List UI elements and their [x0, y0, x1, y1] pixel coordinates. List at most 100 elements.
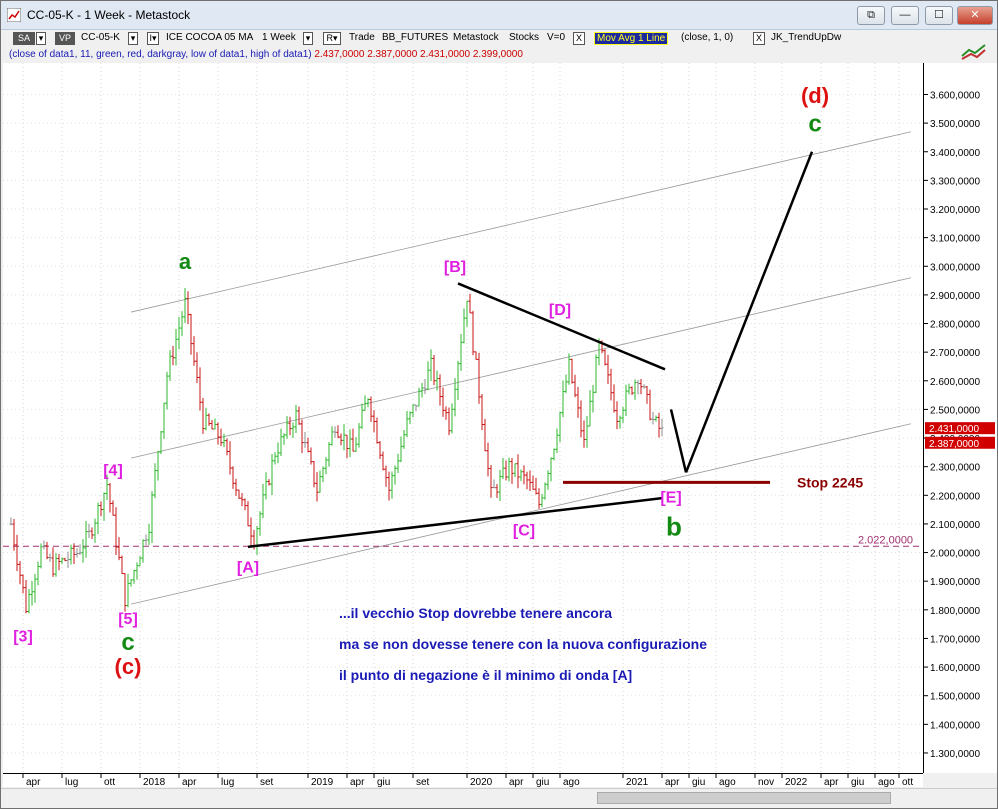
price-bar [237, 489, 241, 499]
price-bar [513, 463, 517, 477]
wave-label: a [179, 249, 192, 274]
price-tick-label: 2.500,0000 [930, 405, 980, 416]
price-bar [18, 561, 22, 585]
price-bar [561, 380, 565, 418]
chart-toolbar: SA ▾ VP CC-05-K ▾ I▾ ICE COCOA 05 MA 1 W… [1, 31, 997, 47]
stop-label: Stop 2245 [797, 474, 863, 490]
horizontal-scrollbar[interactable] [1, 788, 997, 807]
price-bar [108, 483, 112, 513]
price-bar [483, 418, 487, 452]
period-label: 1 Week [262, 32, 296, 43]
price-tick-label: 3.600,0000 [930, 90, 980, 101]
scrollbar-thumb[interactable] [597, 792, 891, 804]
price-bar [405, 410, 409, 438]
vp-button[interactable]: VP [55, 32, 75, 45]
price-bar [129, 579, 133, 587]
close-button[interactable]: ✕ [957, 6, 993, 25]
price-bar [390, 471, 394, 499]
price-bar [222, 433, 226, 448]
price-bar [519, 469, 523, 481]
price-bar [246, 501, 250, 527]
minimize-button[interactable]: — [891, 6, 919, 25]
sa-button[interactable]: SA [13, 32, 35, 45]
sa-dropdown-icon[interactable]: ▾ [36, 32, 46, 45]
time-tick-label: 2020 [470, 777, 493, 788]
remove-study-checkbox[interactable]: X [573, 32, 585, 45]
time-tick-label: giu [377, 777, 390, 788]
price-bar [573, 374, 577, 398]
channel-line [130, 277, 912, 459]
time-tick-label: apr [509, 777, 524, 788]
annotation-text: ma se non dovesse tenere con la nuova co… [339, 636, 707, 652]
time-tick-label: 2019 [311, 777, 334, 788]
price-bar [261, 483, 265, 519]
price-bar [225, 438, 229, 456]
price-bar [66, 551, 70, 568]
price-bar [210, 419, 214, 430]
price-bar [207, 413, 211, 426]
price-bar [420, 382, 424, 398]
price-bar [165, 371, 169, 410]
price-bar [396, 453, 400, 474]
price-bar [495, 483, 499, 498]
wave-label: (c) [115, 654, 142, 679]
price-bar [438, 374, 442, 406]
restore-down-button[interactable]: ⧉ [857, 6, 885, 25]
price-bar [423, 378, 427, 394]
symbol-info-icon[interactable]: I▾ [147, 32, 159, 45]
annotation-text: il punto di negazione è il minimo di ond… [339, 667, 632, 683]
remove-indicator-checkbox[interactable]: X [753, 32, 765, 45]
maximize-button[interactable]: ☐ [925, 6, 953, 25]
price-bar [156, 451, 160, 481]
price-bar [315, 472, 319, 502]
price-bar [354, 437, 358, 452]
price-bar [291, 422, 295, 439]
price-bar [627, 383, 631, 395]
symbol-dropdown-icon[interactable]: ▾ [128, 32, 138, 45]
price-bar [510, 457, 514, 484]
price-tick-label: 1.400,0000 [930, 720, 980, 731]
time-tick-label: ago [563, 777, 580, 788]
time-tick-label: 2018 [143, 777, 166, 788]
r-label: R [326, 33, 333, 43]
price-bar [471, 310, 475, 356]
price-bar [81, 539, 85, 563]
wave-label: [4] [103, 462, 123, 479]
annotation-text: ...il vecchio Stop dovrebbe tenere ancor… [339, 605, 612, 621]
wave-label: b [666, 511, 682, 541]
price-tick-label: 2.200,0000 [930, 491, 980, 502]
price-bar [54, 553, 58, 577]
chart-plot-area[interactable]: 2.022,0000 Stop 2245 a [B] [D] [4] [A] [C] [E] b [… [3, 63, 923, 773]
price-bar [294, 404, 298, 433]
r-button[interactable]: R▾ [323, 32, 341, 45]
price-bar [636, 379, 640, 395]
price-bar [219, 428, 223, 447]
price-bar [558, 411, 562, 443]
period-dropdown-icon[interactable]: ▾ [303, 32, 313, 45]
price-bar [633, 379, 637, 400]
price-bar [357, 422, 361, 448]
data-source-label: Metastock [453, 32, 499, 43]
price-bar [393, 465, 397, 485]
price-bar [615, 401, 619, 430]
indicator-mov-avg[interactable]: Mov Avg 1 Line [594, 32, 669, 45]
time-tick-label: lug [65, 777, 78, 788]
chart-settings-icon[interactable] [959, 41, 989, 61]
wave-label: c [808, 111, 821, 138]
price-bar [570, 358, 574, 384]
wave-label: [A] [237, 560, 259, 577]
price-bar [258, 511, 262, 536]
price-bar [639, 378, 643, 395]
price-bar [501, 457, 505, 480]
price-bar [216, 422, 220, 445]
last-low-tag [925, 436, 995, 449]
price-axis: 3.600,0000 3.500,0000 3.400,0000 3.300,0000… [923, 63, 997, 773]
price-bar [186, 291, 190, 325]
price-bar [240, 492, 244, 507]
price-bar [201, 398, 205, 434]
price-bar [609, 368, 613, 401]
price-bar [660, 418, 664, 437]
price-bar [579, 400, 583, 438]
ref-level-label: 2.022,0000 [858, 534, 913, 546]
price-bar [84, 521, 88, 558]
